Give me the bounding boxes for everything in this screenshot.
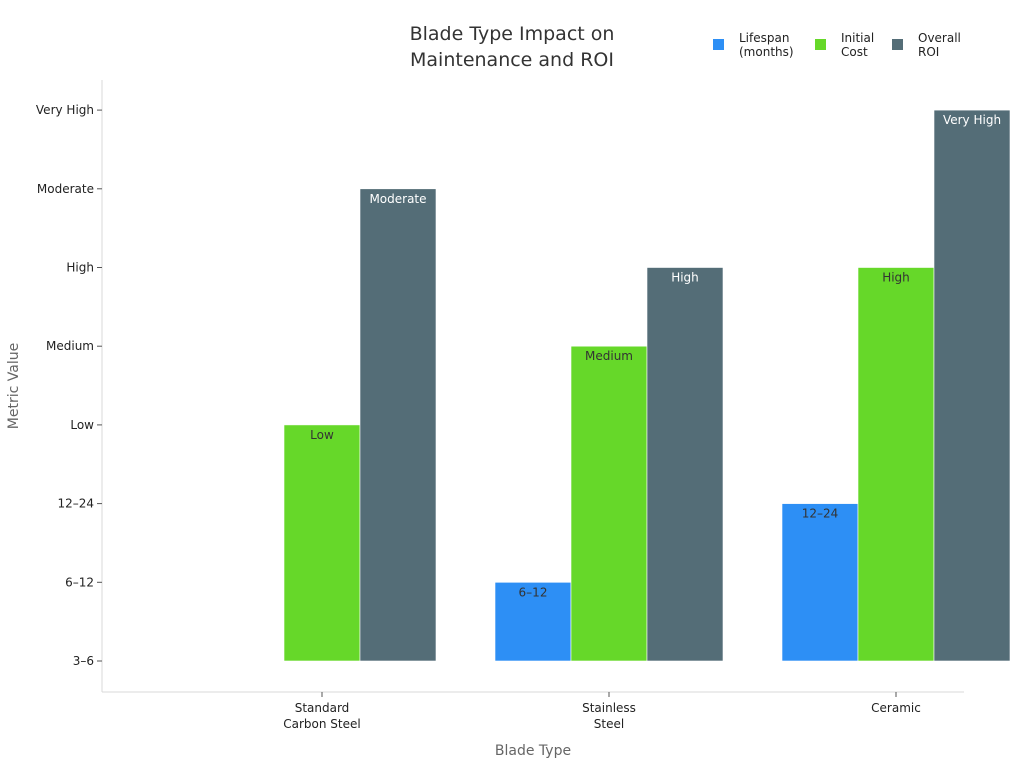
legend-label: ROI <box>918 45 939 59</box>
x-axis-title: Blade Type <box>495 743 571 759</box>
x-tick-label: Steel <box>594 717 624 731</box>
legend-label: Cost <box>841 45 868 59</box>
y-axis-title: Metric Value <box>6 343 22 429</box>
x-tick-label: Standard <box>295 701 350 715</box>
bar-data-label: Very High <box>943 113 1001 127</box>
legend-swatch <box>713 39 724 50</box>
legend-label: (months) <box>739 45 794 59</box>
bar <box>359 188 437 662</box>
legend-label: Lifespan <box>739 31 789 45</box>
y-tick-label: 3–6 <box>73 654 94 668</box>
bar-data-label: 6–12 <box>519 585 548 599</box>
bar-data-label: Low <box>310 428 334 442</box>
legend-label: Initial <box>841 31 874 45</box>
bar <box>283 424 361 662</box>
legend-swatch <box>815 39 826 50</box>
x-tick-label: Carbon Steel <box>283 717 360 731</box>
bars <box>283 109 1011 662</box>
bar <box>857 267 935 662</box>
bar <box>646 267 724 662</box>
legend-swatch <box>892 39 903 50</box>
bar-data-label: High <box>882 271 910 285</box>
y-tick-label: 12–24 <box>57 497 94 511</box>
axes: 3–6 6–12 12–24 Low Medium High Moderate Very Hi… <box>36 80 964 731</box>
chart-title-line-1: Blade Type Impact on <box>410 23 615 45</box>
data-labels: 6–12 12–24 Low Medium High Moderate High Very H… <box>310 113 1001 599</box>
y-tick-label: Low <box>70 418 94 432</box>
bar-data-label: 12–24 <box>802 507 839 521</box>
bar-data-label: Moderate <box>369 192 426 206</box>
bar <box>933 109 1011 662</box>
x-tick-label: Stainless <box>582 701 636 715</box>
y-tick-label: Medium <box>46 339 94 353</box>
bar <box>494 581 572 662</box>
x-tick-label: Ceramic <box>871 701 921 715</box>
bar <box>781 503 859 662</box>
bar-data-label: Medium <box>585 349 633 363</box>
y-tick-label: High <box>66 261 94 275</box>
chart-title-line-2: Maintenance and ROI <box>410 49 614 71</box>
y-tick-label: Very High <box>36 103 94 117</box>
y-tick-label: Moderate <box>37 182 94 196</box>
legend-label: Overall <box>918 31 961 45</box>
bar-data-label: High <box>671 271 699 285</box>
y-tick-label: 6–12 <box>65 575 94 589</box>
bar <box>570 345 648 662</box>
